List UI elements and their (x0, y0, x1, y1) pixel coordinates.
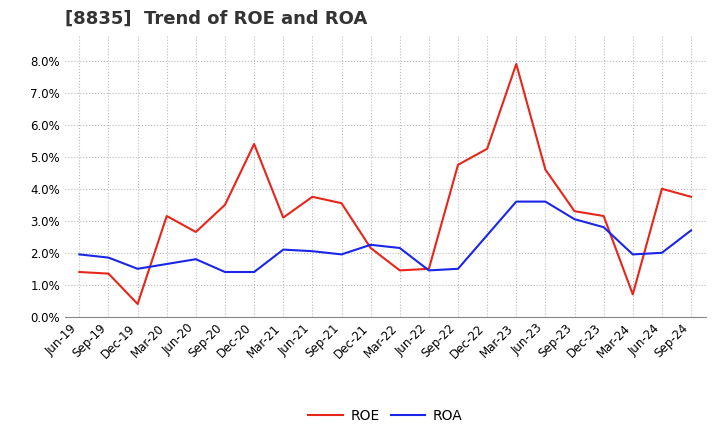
ROA (133, 266, 142, 271)
ROE (687, 194, 696, 199)
ROE (395, 268, 404, 273)
ROE (308, 194, 317, 199)
ROA (337, 252, 346, 257)
ROE (366, 246, 375, 251)
ROE (570, 209, 579, 214)
ROA (220, 269, 229, 275)
ROA (512, 199, 521, 204)
Text: [8835]  Trend of ROE and ROA: [8835] Trend of ROE and ROA (65, 10, 367, 28)
ROA (250, 269, 258, 275)
ROE (75, 269, 84, 275)
ROE (220, 202, 229, 207)
ROA (163, 261, 171, 267)
ROE (104, 271, 113, 276)
ROE (250, 141, 258, 147)
ROE (425, 266, 433, 271)
ROA (599, 224, 608, 230)
ROE (512, 61, 521, 66)
ROA (366, 242, 375, 247)
ROE (629, 292, 637, 297)
ROE (163, 213, 171, 219)
ROE (454, 162, 462, 168)
ROA (657, 250, 666, 256)
ROA (395, 246, 404, 251)
Legend: ROE, ROA: ROE, ROA (303, 403, 467, 428)
Line: ROA: ROA (79, 202, 691, 272)
ROA (425, 268, 433, 273)
ROA (104, 255, 113, 260)
ROE (483, 146, 492, 151)
ROA (75, 252, 84, 257)
ROE (541, 167, 550, 172)
ROE (657, 186, 666, 191)
Line: ROE: ROE (79, 64, 691, 304)
ROA (308, 249, 317, 254)
ROA (629, 252, 637, 257)
ROA (541, 199, 550, 204)
ROE (192, 229, 200, 235)
ROA (279, 247, 287, 252)
ROE (599, 213, 608, 219)
ROE (133, 301, 142, 307)
ROE (337, 201, 346, 206)
ROA (687, 228, 696, 233)
ROA (570, 216, 579, 222)
ROE (279, 215, 287, 220)
ROA (454, 266, 462, 271)
ROA (483, 233, 492, 238)
ROA (192, 257, 200, 262)
